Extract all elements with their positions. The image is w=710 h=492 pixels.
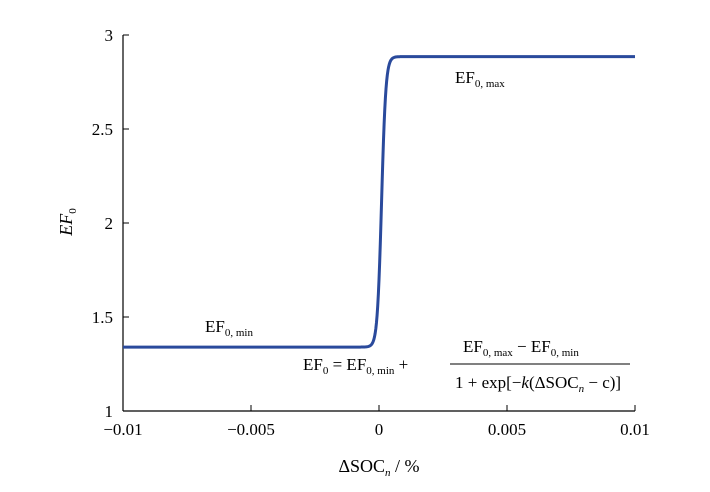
x-tick-label: 0.01 xyxy=(620,420,650,439)
y-axis-label: EF0 xyxy=(56,208,79,237)
formula-numerator: EF0, max − EF0, min xyxy=(463,337,579,359)
x-tick-label: −0.005 xyxy=(227,420,275,439)
x-tick-label: 0.005 xyxy=(488,420,526,439)
x-tick-label: −0.01 xyxy=(103,420,142,439)
y-ticks: 1 1.5 2 2.5 3 xyxy=(92,26,129,421)
y-tick-label: 3 xyxy=(105,26,114,45)
x-axis-label: ΔSOCn / % xyxy=(338,456,419,479)
x-tick-label: 0 xyxy=(375,420,384,439)
annotation-ef-max: EF0, max xyxy=(455,68,505,90)
y-tick-label: 2.5 xyxy=(92,120,113,139)
formula: EF0 = EF0, min + EF0, max − EF0, min 1 +… xyxy=(303,337,630,395)
formula-lhs: EF0 = EF0, min + xyxy=(303,355,408,377)
x-ticks: −0.01 −0.005 0 0.005 0.01 xyxy=(103,405,650,439)
y-tick-label: 1.5 xyxy=(92,308,113,327)
formula-denominator: 1 + exp[−k(ΔSOCn − c)] xyxy=(455,373,621,395)
series-line xyxy=(122,55,636,349)
y-tick-label: 1 xyxy=(105,402,114,421)
annotation-ef-min: EF0, min xyxy=(205,317,253,339)
y-tick-label: 2 xyxy=(105,214,114,233)
